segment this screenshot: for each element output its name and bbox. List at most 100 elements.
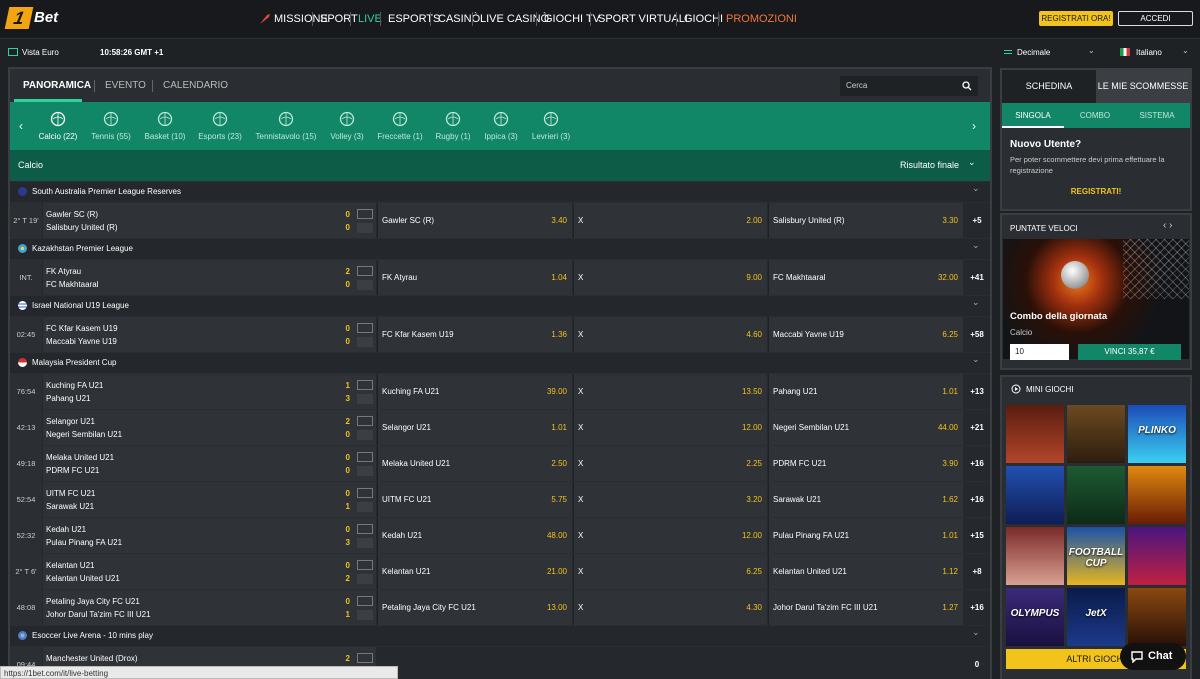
team-info[interactable] (43, 260, 376, 295)
odds-button[interactable]: X 12.00 (573, 410, 767, 445)
home-team[interactable]: Kuching FA U21 (46, 381, 104, 390)
game-tile[interactable]: OLYMPUS (1006, 588, 1064, 646)
team-info[interactable] (43, 518, 376, 553)
home-team[interactable]: Gawler SC (R) (46, 210, 99, 219)
odds-button[interactable]: Sarawak U21 1.62 (768, 482, 963, 517)
stats-icon[interactable] (357, 416, 373, 426)
odds-button[interactable]: X 2.25 (573, 446, 767, 481)
away-team[interactable]: PDRM FC U21 (46, 466, 100, 475)
more-markets[interactable]: +58 (964, 317, 990, 352)
stats-icon[interactable] (357, 323, 373, 333)
odds-button[interactable]: X 3.20 (573, 482, 767, 517)
away-team[interactable]: Kelantan United U21 (46, 574, 120, 583)
nav-link[interactable]: GIOCHI TV (544, 13, 601, 25)
odds-button[interactable]: Kuching FA U21 39.00 (377, 374, 572, 409)
home-team[interactable]: Selangor U21 (46, 417, 95, 426)
more-markets[interactable]: +16 (964, 590, 990, 625)
away-team[interactable]: Sarawak U21 (46, 502, 95, 511)
arrow-right[interactable]: › (972, 119, 976, 133)
game-tile[interactable] (1128, 466, 1186, 524)
odds-button[interactable]: Kedah U21 48.00 (377, 518, 572, 553)
team-info[interactable] (43, 446, 376, 481)
game-tile[interactable] (1067, 405, 1125, 463)
stats-icon[interactable] (357, 452, 373, 462)
more-markets[interactable]: +21 (964, 410, 990, 445)
league-caret[interactable]: ⌄ (972, 354, 980, 364)
odds-button[interactable]: Johor Darul Ta'zim FC III U21 1.27 (768, 590, 963, 625)
odds-button[interactable]: Gawler SC (R) 3.40 (377, 203, 572, 238)
nav-link[interactable]: LIVE CASINÒ (480, 13, 550, 25)
away-team[interactable]: Negeri Sembilan U21 (46, 430, 123, 439)
sport-filter[interactable]: Esports (23) (198, 132, 242, 141)
odds-button[interactable]: Salisbury United (R) 3.30 (768, 203, 963, 238)
home-team[interactable]: Kelantan U21 (46, 561, 95, 570)
main-tab[interactable]: PANORAMICA (23, 80, 92, 91)
arrow-left[interactable]: ‹ (19, 119, 23, 133)
sport-filter[interactable]: Rugby (1) (435, 132, 471, 141)
away-team[interactable]: Johor Darul Ta'zim FC III U21 (46, 610, 151, 619)
more-markets[interactable]: +16 (964, 446, 990, 481)
away-team[interactable]: FC Makhtaaral (46, 280, 99, 289)
home-team[interactable]: FK Atyrau (46, 267, 82, 276)
sport-filter[interactable]: Tennis (55) (91, 132, 131, 141)
nav-link[interactable]: LIVE (358, 13, 382, 25)
league-name[interactable]: Esoccer Live Arena - 10 mins play (32, 631, 153, 640)
odds-button[interactable]: Negeri Sembilan U21 44.00 (768, 410, 963, 445)
stats-icon[interactable] (357, 266, 373, 276)
game-tile[interactable] (1128, 527, 1186, 585)
stats-icon[interactable] (357, 209, 373, 219)
odds-button[interactable]: X 2.00 (573, 203, 767, 238)
search-input[interactable]: Cerca (840, 76, 978, 96)
stats-icon[interactable] (357, 488, 373, 498)
betslip-tab[interactable]: LE MIE SCOMMESSE (1096, 70, 1190, 103)
league-name[interactable]: Malaysia President Cup (32, 358, 117, 367)
chat-button[interactable]: Chat (1120, 643, 1186, 670)
league-caret[interactable]: ⌄ (972, 240, 980, 250)
away-team[interactable]: Maccabi Yavne U19 (46, 337, 117, 346)
nav-link[interactable]: ESPORTS (388, 13, 441, 25)
game-tile[interactable] (1006, 405, 1064, 463)
league-caret[interactable]: ⌄ (972, 183, 980, 193)
home-team[interactable]: Manchester United (Drox) (46, 654, 138, 663)
team-info[interactable] (43, 317, 376, 352)
away-team[interactable]: Pulau Pinang FA U21 (46, 538, 123, 547)
more-markets[interactable]: 0 (964, 647, 990, 679)
odds-format[interactable]: Decimale (1017, 48, 1051, 57)
odds-button[interactable]: FC Kfar Kasem U19 1.36 (377, 317, 572, 352)
nav-link[interactable]: MISSIONE (274, 13, 328, 25)
odds-button[interactable]: X 4.60 (573, 317, 767, 352)
game-tile[interactable] (1067, 466, 1125, 524)
stats-icon[interactable] (357, 596, 373, 606)
logo[interactable]: 1 Bet (4, 7, 73, 29)
mode-tab[interactable]: SISTEMA (1139, 111, 1175, 120)
game-tile[interactable] (1006, 527, 1064, 585)
main-tab[interactable]: CALENDARIO (163, 80, 229, 91)
odds-button[interactable]: PDRM FC U21 3.90 (768, 446, 963, 481)
mode-tab[interactable]: SINGOLA (1002, 103, 1064, 128)
team-info[interactable] (43, 590, 376, 625)
more-markets[interactable]: +15 (964, 518, 990, 553)
home-team[interactable]: Kedah U21 (46, 525, 87, 534)
odds-button[interactable]: X 9.00 (573, 260, 767, 295)
odds-button[interactable]: Melaka United U21 2.50 (377, 446, 572, 481)
stake-input[interactable]: 10 (1010, 344, 1069, 360)
odds-button[interactable]: Maccabi Yavne U19 6.25 (768, 317, 963, 352)
more-markets[interactable]: +16 (964, 482, 990, 517)
language[interactable]: Italiano (1136, 48, 1162, 57)
home-team[interactable]: FC Kfar Kasem U19 (46, 324, 118, 333)
sport-filter[interactable]: Levrieri (3) (531, 132, 571, 141)
stats-icon[interactable] (357, 380, 373, 390)
stats-icon[interactable] (357, 653, 373, 663)
league-caret[interactable]: ⌄ (972, 297, 980, 307)
betslip-tab[interactable]: SCHEDINA (1002, 70, 1096, 103)
more-markets[interactable]: +41 (964, 260, 990, 295)
odds-button[interactable]: X 4.30 (573, 590, 767, 625)
odds-button[interactable]: FK Atyrau 1.04 (377, 260, 572, 295)
home-team[interactable]: Petaling Jaya City FC U21 (46, 597, 140, 606)
more-markets[interactable]: +8 (964, 554, 990, 589)
odds-button[interactable]: UITM FC U21 5.75 (377, 482, 572, 517)
home-team[interactable]: Melaka United U21 (46, 453, 115, 462)
odds-button[interactable]: Pahang U21 1.01 (768, 374, 963, 409)
team-info[interactable] (43, 410, 376, 445)
sport-filter[interactable]: Tennistavolo (15) (255, 132, 317, 141)
